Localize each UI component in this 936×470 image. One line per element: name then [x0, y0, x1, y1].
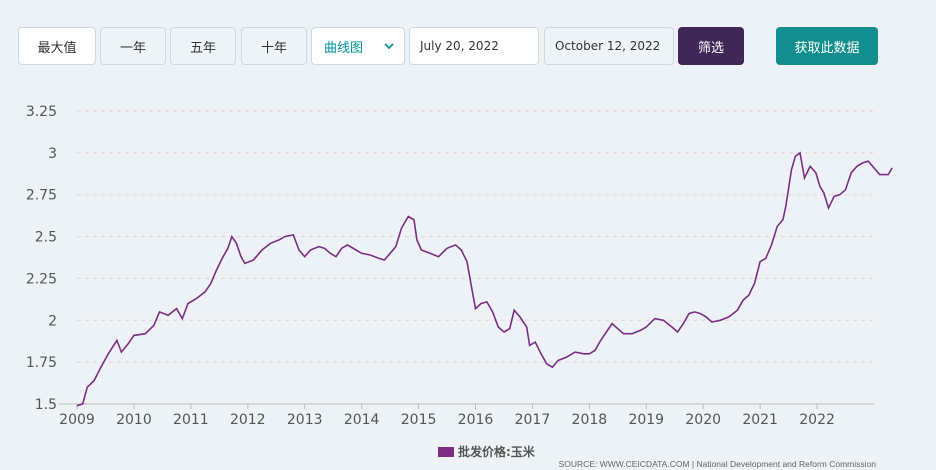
legend-label: 批发价格:玉米 — [458, 445, 535, 459]
x-tick-label: 2019 — [628, 412, 664, 428]
range-10y-button[interactable]: 十年 — [241, 27, 307, 65]
series-line-corn-price — [76, 151, 893, 407]
y-tick-label: 2 — [48, 313, 57, 329]
start-date-input[interactable]: July 20, 2022 — [409, 27, 539, 65]
y-tick-label: 1.5 — [35, 397, 57, 413]
y-axis-ticks: 1.5 1.75 2 2.25 2.5 2.75 3 3.25 — [26, 104, 57, 413]
end-date-input[interactable]: October 12, 2022 — [544, 27, 674, 65]
x-tick-label: 2017 — [515, 412, 551, 428]
y-tick-label: 3 — [48, 146, 57, 162]
x-tick-label: 2010 — [116, 412, 152, 428]
x-tick-label: 2020 — [685, 412, 721, 428]
x-tick-label: 2022 — [799, 412, 835, 428]
x-tick-label: 2014 — [344, 412, 380, 428]
get-data-button[interactable]: 获取此数据 — [776, 27, 878, 65]
legend[interactable]: 批发价格:玉米 — [438, 443, 535, 460]
range-5y-button[interactable]: 五年 — [170, 27, 236, 65]
x-axis-ticks: 2009 2010 2011 2012 2013 2014 2015 2016 2017 2018… — [59, 403, 874, 428]
x-tick-label: 2015 — [401, 412, 437, 428]
x-tick-label: 2009 — [59, 412, 95, 428]
chart-type-select[interactable]: 曲线图 — [311, 27, 405, 65]
y-tick-label: 1.75 — [26, 355, 57, 371]
y-tick-label: 2.5 — [35, 230, 57, 246]
chevron-down-icon — [383, 40, 395, 56]
x-tick-label: 2012 — [230, 412, 266, 428]
line-chart: 1.5 1.75 2 2.25 2.5 2.75 3 3.25 2009 2010 2011 201… — [26, 104, 893, 428]
x-tick-label: 2021 — [742, 412, 778, 428]
source-note: SOURCE: WWW.CEICDATA.COM | National Deve… — [558, 459, 876, 469]
legend-swatch — [438, 446, 454, 457]
y-tick-label: 2.75 — [26, 188, 57, 204]
chart-grid — [77, 110, 874, 405]
range-max-button[interactable]: 最大值 — [18, 27, 96, 65]
y-tick-label: 2.25 — [26, 271, 57, 287]
x-tick-label: 2011 — [173, 412, 209, 428]
range-1y-button[interactable]: 一年 — [100, 27, 166, 65]
chart-type-select-value: 曲线图 — [324, 40, 364, 56]
y-tick-label: 3.25 — [26, 104, 57, 120]
filter-button[interactable]: 筛选 — [678, 27, 744, 65]
x-tick-label: 2013 — [287, 412, 323, 428]
x-tick-label: 2016 — [458, 412, 494, 428]
x-tick-label: 2018 — [572, 412, 608, 428]
toolbar: 最大值 一年 五年 十年 曲线图 July 20, 2022 October 1… — [0, 0, 936, 80]
